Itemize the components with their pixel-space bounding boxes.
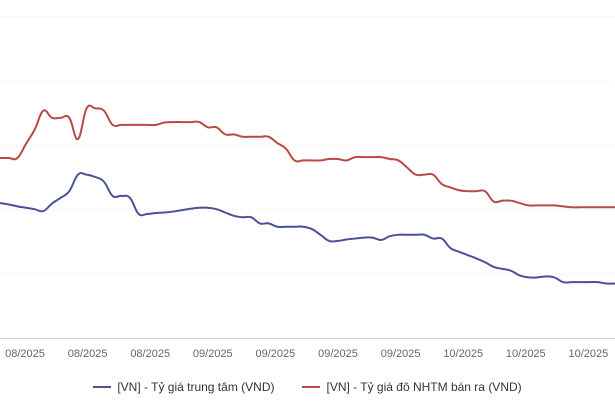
series-line-1[interactable] (0, 104, 615, 209)
legend-swatch-bank-sell-rate (302, 386, 321, 388)
legend-item-bank-sell-rate[interactable]: [VN] - Tỷ giá đô NHTM bán ra (VND) (302, 380, 522, 394)
x-tick-label: 10/2025 (569, 348, 609, 360)
x-tick-label: 08/2025 (130, 348, 170, 360)
legend-label-bank-sell-rate: [VN] - Tỷ giá đô NHTM bán ra (VND) (326, 380, 522, 394)
gridlines (0, 16, 615, 339)
x-axis-ticks: 08/2025 08/2025 08/2025 09/2025 09/2025 09/20… (5, 348, 608, 360)
x-tick-label: 08/2025 (5, 348, 45, 360)
series-line-0[interactable] (0, 172, 615, 285)
x-tick-label: 09/2025 (381, 348, 421, 360)
legend-swatch-central-rate (93, 386, 112, 388)
legend-item-central-rate[interactable]: [VN] - Tỷ giá trung tâm (VND) (93, 380, 274, 394)
x-tick-label: 09/2025 (318, 348, 358, 360)
legend-label-central-rate: [VN] - Tỷ giá trung tâm (VND) (117, 380, 275, 394)
x-tick-label: 08/2025 (68, 348, 108, 360)
x-tick-label: 09/2025 (193, 348, 233, 360)
x-tick-label: 10/2025 (506, 348, 546, 360)
series-lines (0, 104, 615, 285)
x-tick-label: 09/2025 (256, 348, 296, 360)
legend: [VN] - Tỷ giá trung tâm (VND) [VN] - Tỷ … (0, 380, 615, 394)
x-tick-label: 10/2025 (443, 348, 483, 360)
